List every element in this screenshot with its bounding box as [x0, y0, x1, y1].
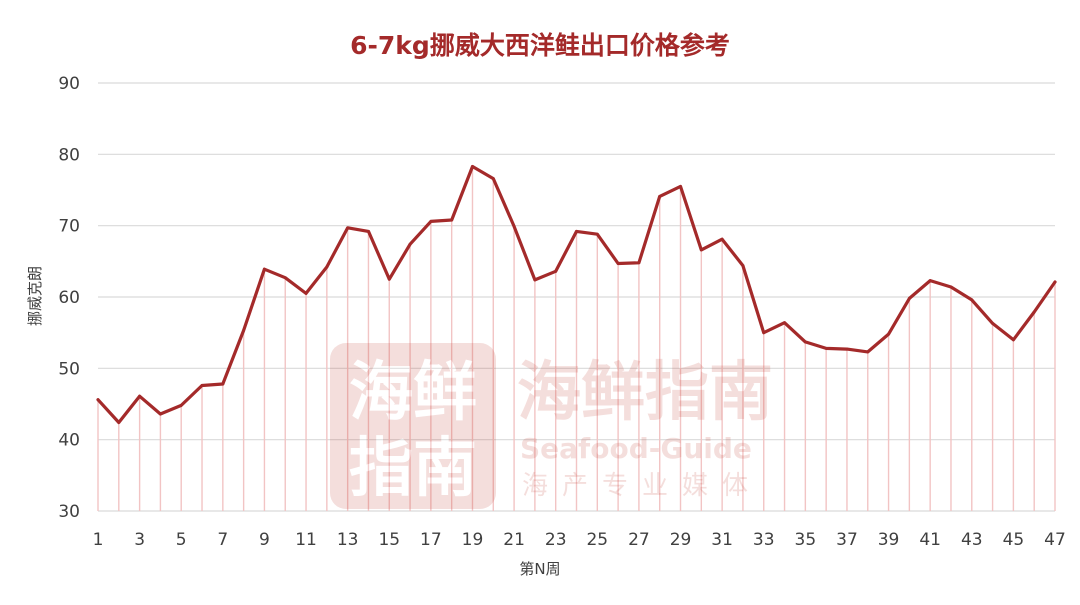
data-point: [117, 421, 121, 424]
data-point: [803, 340, 807, 344]
data-point: [159, 412, 162, 416]
x-axis-ticks: 1 3 5 7 9 11 13 15 17 19 21 23 25 27 29 31 33 35 37 39 41 43 4…: [93, 530, 1066, 550]
data-point: [970, 298, 974, 302]
watermark-name-en: Seafood-Guide: [520, 432, 752, 465]
y-tick-label: 50: [58, 359, 80, 379]
data-point: [304, 292, 308, 295]
x-tick-label: 1: [93, 530, 104, 550]
x-tick-label: 43: [961, 530, 983, 550]
x-tick-label: 35: [795, 530, 817, 550]
y-axis-label: 挪威克朗: [26, 266, 44, 326]
vertical-drop-lines: [97, 166, 1056, 511]
data-point: [658, 195, 662, 198]
watermark-logo-top: 海鲜: [349, 356, 477, 430]
data-point: [450, 218, 454, 222]
x-tick-label: 31: [711, 530, 733, 550]
data-point: [907, 297, 911, 300]
y-tick-label: 70: [58, 217, 80, 237]
data-point: [346, 226, 350, 230]
x-tick-label: 41: [919, 530, 941, 550]
data-point: [824, 346, 828, 350]
data-point: [554, 269, 558, 273]
data-point: [138, 394, 142, 398]
data-point: [783, 321, 786, 325]
chart-title: 6-7kg挪威大西洋鲑出口价格参考: [350, 31, 730, 60]
data-point: [263, 267, 266, 271]
data-point: [949, 285, 953, 289]
x-tick-label: 21: [503, 530, 525, 550]
data-point: [699, 248, 703, 252]
data-point: [512, 224, 516, 228]
data-point: [991, 321, 994, 325]
data-point: [1011, 338, 1015, 342]
data-point: [471, 165, 474, 168]
x-tick-label: 13: [337, 530, 359, 550]
data-point: [762, 331, 766, 335]
data-point: [325, 265, 329, 269]
watermark-logo-bottom: 指南: [349, 432, 477, 506]
data-point: [408, 242, 412, 246]
x-tick-label: 45: [1003, 530, 1025, 550]
series-points: [96, 165, 1057, 424]
data-point: [96, 398, 100, 402]
data-point: [595, 232, 599, 236]
data-point: [1053, 280, 1057, 284]
data-point: [616, 262, 620, 265]
data-point: [179, 404, 183, 407]
x-tick-label: 9: [259, 530, 270, 550]
data-point: [533, 278, 537, 282]
data-point: [387, 277, 391, 281]
data-point: [221, 382, 225, 386]
x-tick-label: 15: [378, 530, 400, 550]
data-point: [679, 185, 682, 188]
data-point: [887, 332, 890, 336]
data-point: [637, 261, 641, 265]
watermark: 海鲜 指南 海鲜指南 Seafood-Guide 海产专业媒体: [330, 343, 773, 509]
data-point: [429, 219, 433, 223]
x-tick-label: 5: [176, 530, 187, 550]
watermark-tagline: 海产专业媒体: [522, 471, 762, 501]
x-tick-label: 47: [1044, 530, 1066, 550]
data-point: [242, 329, 246, 332]
x-tick-label: 33: [753, 530, 775, 550]
x-tick-label: 19: [462, 530, 484, 550]
watermark-name: 海鲜指南: [517, 356, 773, 430]
x-tick-label: 39: [878, 530, 900, 550]
x-tick-label: 3: [134, 530, 145, 550]
x-tick-label: 25: [586, 530, 608, 550]
y-tick-label: 30: [58, 502, 80, 522]
x-tick-label: 29: [670, 530, 692, 550]
y-tick-label: 90: [58, 74, 80, 94]
data-point: [845, 347, 849, 351]
x-tick-label: 7: [217, 530, 228, 550]
x-tick-label: 37: [836, 530, 858, 550]
y-axis-ticks: 30 40 50 60 70 80 90: [58, 74, 80, 522]
data-point: [575, 229, 578, 233]
y-tick-label: 60: [58, 288, 80, 308]
x-tick-label: 11: [295, 530, 317, 550]
watermark-logo-box: [330, 343, 496, 509]
data-point: [720, 237, 724, 241]
y-tick-label: 80: [58, 145, 80, 165]
data-point: [741, 264, 745, 268]
data-point: [1032, 310, 1036, 314]
y-tick-label: 40: [58, 431, 80, 451]
data-point: [283, 276, 287, 280]
data-point: [928, 279, 932, 282]
x-tick-label: 17: [420, 530, 442, 550]
data-point: [367, 229, 370, 233]
x-tick-label: 23: [545, 530, 567, 550]
x-axis-label: 第N周: [519, 560, 560, 578]
data-point: [200, 384, 204, 387]
x-tick-label: 27: [628, 530, 650, 550]
data-point: [491, 177, 495, 180]
data-point: [866, 350, 870, 354]
